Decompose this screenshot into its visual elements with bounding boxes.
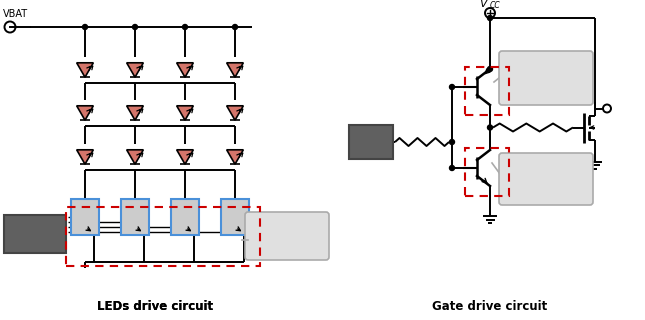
Text: Control
IC: Control IC (15, 222, 55, 246)
Text: CC: CC (490, 2, 501, 11)
Polygon shape (77, 63, 94, 77)
Circle shape (450, 165, 455, 171)
FancyBboxPatch shape (171, 199, 199, 235)
Circle shape (488, 15, 493, 20)
FancyBboxPatch shape (349, 125, 393, 159)
FancyBboxPatch shape (499, 51, 593, 105)
FancyBboxPatch shape (4, 215, 66, 253)
Text: TTC501: TTC501 (526, 73, 566, 83)
Text: [3]: [3] (564, 89, 575, 98)
Polygon shape (177, 106, 194, 120)
Circle shape (183, 25, 188, 29)
Text: Gate drive circuit: Gate drive circuit (432, 300, 548, 313)
Text: V: V (479, 0, 487, 9)
Text: TTA501: TTA501 (527, 175, 565, 185)
Circle shape (450, 84, 455, 90)
Text: [3]: [3] (311, 247, 322, 257)
Text: TTC502: TTC502 (522, 86, 561, 96)
Text: TTC502: TTC502 (268, 244, 306, 254)
Polygon shape (226, 106, 243, 120)
Polygon shape (77, 106, 94, 120)
Text: TTC500: TTC500 (268, 218, 306, 228)
Text: LEDs drive circuit: LEDs drive circuit (97, 300, 213, 313)
Circle shape (232, 25, 237, 29)
FancyBboxPatch shape (499, 153, 593, 205)
Polygon shape (177, 63, 194, 77)
Polygon shape (226, 63, 243, 77)
Circle shape (488, 67, 493, 71)
FancyBboxPatch shape (71, 199, 99, 235)
Text: TTA500: TTA500 (527, 162, 565, 172)
Polygon shape (77, 150, 94, 164)
Text: LEDs drive circuit: LEDs drive circuit (97, 300, 213, 313)
Polygon shape (126, 150, 143, 164)
FancyBboxPatch shape (221, 199, 249, 235)
FancyBboxPatch shape (245, 212, 329, 260)
Polygon shape (126, 63, 143, 77)
Polygon shape (126, 106, 143, 120)
Text: TTA502: TTA502 (527, 188, 565, 198)
Text: TTC501: TTC501 (268, 231, 306, 241)
Polygon shape (177, 150, 194, 164)
Text: VBAT: VBAT (3, 9, 28, 19)
Circle shape (132, 25, 137, 29)
Polygon shape (226, 150, 243, 164)
Circle shape (83, 25, 88, 29)
FancyBboxPatch shape (121, 199, 149, 235)
Text: IC: IC (364, 135, 378, 148)
Text: TTC500: TTC500 (526, 60, 566, 70)
Circle shape (488, 125, 493, 130)
Circle shape (450, 140, 455, 145)
